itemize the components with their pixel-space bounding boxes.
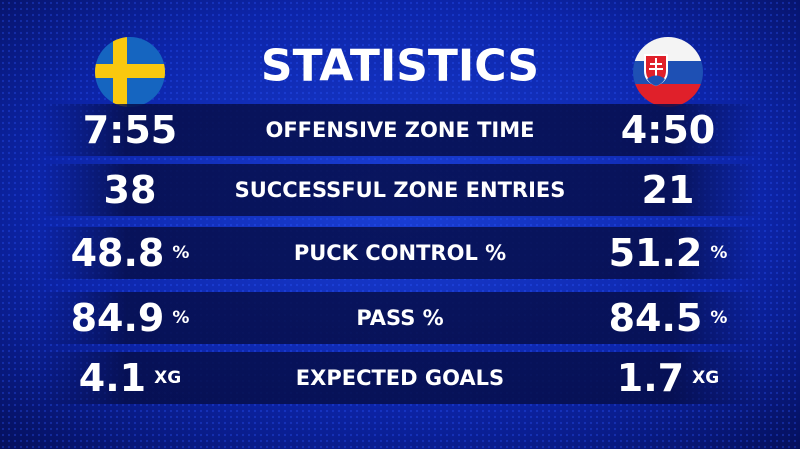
home-number: 48.8: [71, 231, 165, 275]
home-unit: %: [172, 243, 189, 263]
home-unit: XG: [154, 368, 181, 388]
home-number: 38: [104, 168, 157, 212]
away-value: 1.7 XG: [617, 356, 719, 400]
home-value: 4.1 XG: [79, 356, 181, 400]
away-flag: [633, 37, 703, 107]
stats-rows: OFFENSIVE ZONE TIME 7:55 4:50 SUCCESSFUL ZO…: [40, 104, 760, 404]
away-number: 4:50: [621, 108, 716, 152]
row-band: [40, 164, 760, 216]
away-value: 51.2%: [609, 231, 728, 275]
row-band: [40, 352, 760, 404]
row-band: [40, 292, 760, 344]
stat-label: PASS %: [356, 306, 443, 330]
away-number: 84.5: [609, 296, 703, 340]
home-value: 84.9%: [71, 296, 190, 340]
away-unit: %: [710, 243, 727, 263]
home-unit: %: [172, 308, 189, 328]
home-value: 38: [104, 168, 157, 212]
stat-label: EXPECTED GOALS: [296, 366, 504, 390]
home-number: 4.1: [79, 356, 146, 400]
home-number: 7:55: [83, 108, 178, 152]
home-value: 7:55: [83, 108, 178, 152]
away-unit: XG: [692, 368, 719, 388]
row-band: [40, 227, 760, 279]
away-value: 84.5%: [609, 296, 728, 340]
stat-label: SUCCESSFUL ZONE ENTRIES: [235, 178, 566, 202]
away-number: 51.2: [609, 231, 703, 275]
away-value: 4:50: [621, 108, 716, 152]
away-value: 21: [642, 168, 695, 212]
home-value: 48.8%: [71, 231, 190, 275]
away-unit: %: [710, 308, 727, 328]
away-number: 21: [642, 168, 695, 212]
row-band: [40, 104, 760, 156]
stat-label: OFFENSIVE ZONE TIME: [265, 118, 534, 142]
stat-label: PUCK CONTROL %: [294, 241, 506, 265]
home-flag: [95, 37, 165, 107]
away-number: 1.7: [617, 356, 684, 400]
home-number: 84.9: [71, 296, 165, 340]
title: STATISTICS: [261, 41, 539, 92]
